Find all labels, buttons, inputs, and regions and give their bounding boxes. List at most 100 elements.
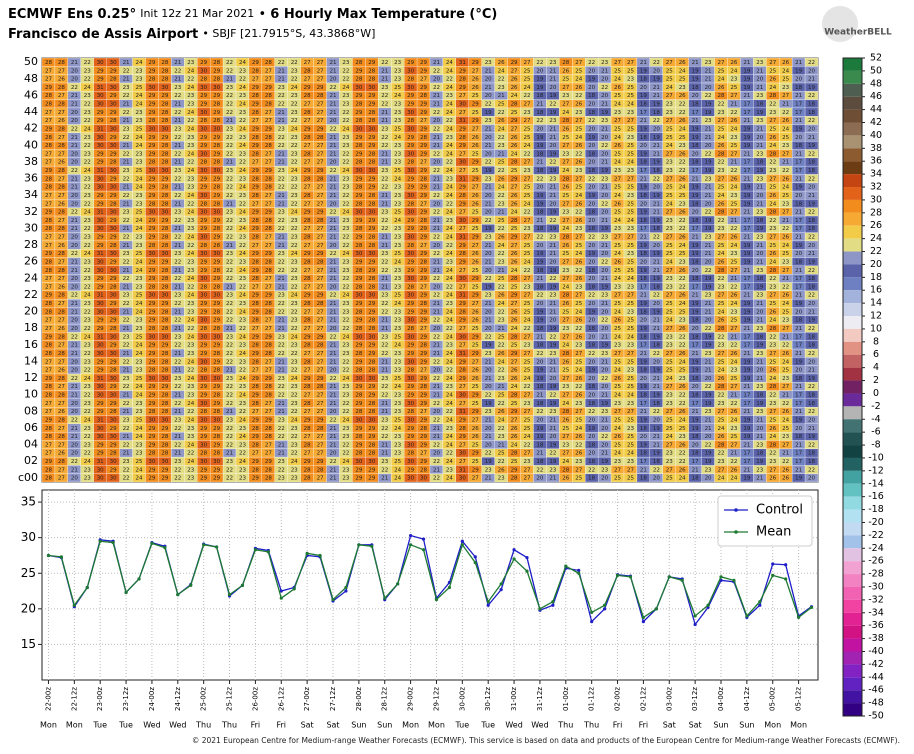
cell-label: 29	[97, 326, 104, 332]
cell-label: 24	[84, 417, 91, 423]
cell-label: 18	[808, 218, 815, 224]
cell-label: 28	[304, 151, 311, 157]
cell-label: 22	[485, 393, 492, 399]
cell-label: 21	[174, 143, 181, 149]
cell-label: 31	[459, 409, 466, 415]
cell-label: 30	[459, 160, 466, 166]
cell-label: 24	[446, 143, 453, 149]
cell-label: 18	[640, 276, 647, 282]
cell-label: 29	[511, 351, 518, 357]
cell-label: 26	[58, 243, 65, 249]
cell-label: 21	[174, 226, 181, 232]
cell-label: 26	[730, 467, 737, 473]
cell-label: 20	[588, 201, 595, 207]
row-label: 20	[24, 305, 38, 318]
cell-label: 23	[278, 476, 285, 482]
cell-label: 28	[420, 467, 427, 473]
cell-label: 22	[84, 226, 91, 232]
cell-label: 22	[498, 459, 505, 465]
cell-label: 28	[304, 343, 311, 349]
cell-label: 21	[743, 442, 750, 448]
cell-label: 27	[524, 393, 531, 399]
cell-label: 29	[355, 176, 362, 182]
cell-label: 24	[524, 434, 531, 440]
cell-label: 21	[174, 368, 181, 374]
cell-label: 22	[705, 268, 712, 274]
cell-label: 22	[381, 467, 388, 473]
cell-label: 25	[666, 251, 673, 257]
cell-label: 26	[730, 235, 737, 241]
cell-label: 28	[161, 143, 168, 149]
cell-label: 22	[679, 393, 686, 399]
cell-label: 24	[342, 210, 349, 216]
cell-label: 25	[614, 301, 621, 307]
cell-label: 22	[705, 151, 712, 157]
cell-label: 19	[705, 401, 712, 407]
cell-label: 29	[407, 384, 414, 390]
cell-label: 23	[187, 467, 194, 473]
cell-label: 25	[782, 426, 789, 432]
cell-label: 29	[459, 434, 466, 440]
cell-label: 29	[407, 301, 414, 307]
cell-label: 24	[84, 168, 91, 174]
cell-label: 22	[342, 276, 349, 282]
cell-label: 28	[407, 201, 414, 207]
cell-label: 29	[213, 301, 220, 307]
cell-label: 21	[278, 201, 285, 207]
cell-label: 22	[485, 218, 492, 224]
cell-label: 20	[601, 309, 608, 315]
cell-label: 21	[795, 176, 802, 182]
cell-label: 23	[187, 393, 194, 399]
cell-label: 29	[213, 467, 220, 473]
cell-label: 30	[97, 393, 104, 399]
cell-label: 21	[71, 343, 78, 349]
cell-label: 30	[368, 210, 375, 216]
cell-label: 21	[601, 218, 608, 224]
row-label: c00	[18, 471, 38, 484]
cell-label: 22	[278, 426, 285, 432]
cell-label: 27	[524, 476, 531, 482]
cell-label: 28	[420, 218, 427, 224]
cell-label: 23	[549, 409, 556, 415]
cell-label: 31	[97, 168, 104, 174]
cell-label: 20	[653, 301, 660, 307]
cell-label: 19	[743, 143, 750, 149]
cell-label: 28	[407, 451, 414, 457]
cell-label: 21	[278, 442, 285, 448]
cell-label: 21	[71, 393, 78, 399]
cell-label: 27	[45, 326, 52, 332]
cell-label: 20	[588, 218, 595, 224]
cell-label: 29	[459, 318, 466, 324]
cell-label: 29	[161, 467, 168, 473]
cell-label: 29	[110, 301, 117, 307]
cell-label: 26	[562, 243, 569, 249]
cell-label: 28	[110, 201, 117, 207]
cell-label: 24	[239, 434, 246, 440]
cell-label: 28	[355, 351, 362, 357]
cell-label: 27	[58, 193, 65, 199]
cell-label: 23	[601, 235, 608, 241]
location: Francisco de Assis Airport	[8, 27, 198, 42]
cell-label: 22	[291, 368, 298, 374]
cell-label: 22	[730, 401, 737, 407]
cell-label: 21	[485, 359, 492, 365]
cell-label: 22	[291, 268, 298, 274]
cell-label: 29	[304, 376, 311, 382]
cell-label: 22	[485, 451, 492, 457]
cell-label: 25	[627, 376, 634, 382]
cell-label: 23	[666, 459, 673, 465]
cell-label: 22	[601, 318, 608, 324]
cell-label: 30	[161, 210, 168, 216]
cell-label: 23	[782, 259, 789, 265]
cell-label: 27	[614, 351, 621, 357]
cell-label: 27	[511, 417, 518, 423]
cell-label: 28	[161, 268, 168, 274]
cell-label: 17	[640, 168, 647, 174]
cell-label: 29	[213, 343, 220, 349]
cell-label: 27	[459, 442, 466, 448]
cell-label: 19	[549, 326, 556, 332]
cell-label: 26	[769, 193, 776, 199]
cell-label: 27	[420, 451, 427, 457]
cell-label: 25	[524, 368, 531, 374]
cell-label: 23	[666, 334, 673, 340]
